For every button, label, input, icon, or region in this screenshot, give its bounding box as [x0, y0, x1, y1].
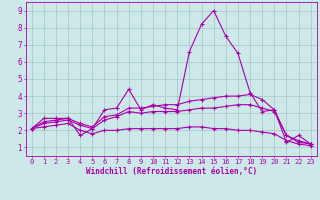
X-axis label: Windchill (Refroidissement éolien,°C): Windchill (Refroidissement éolien,°C): [86, 167, 257, 176]
